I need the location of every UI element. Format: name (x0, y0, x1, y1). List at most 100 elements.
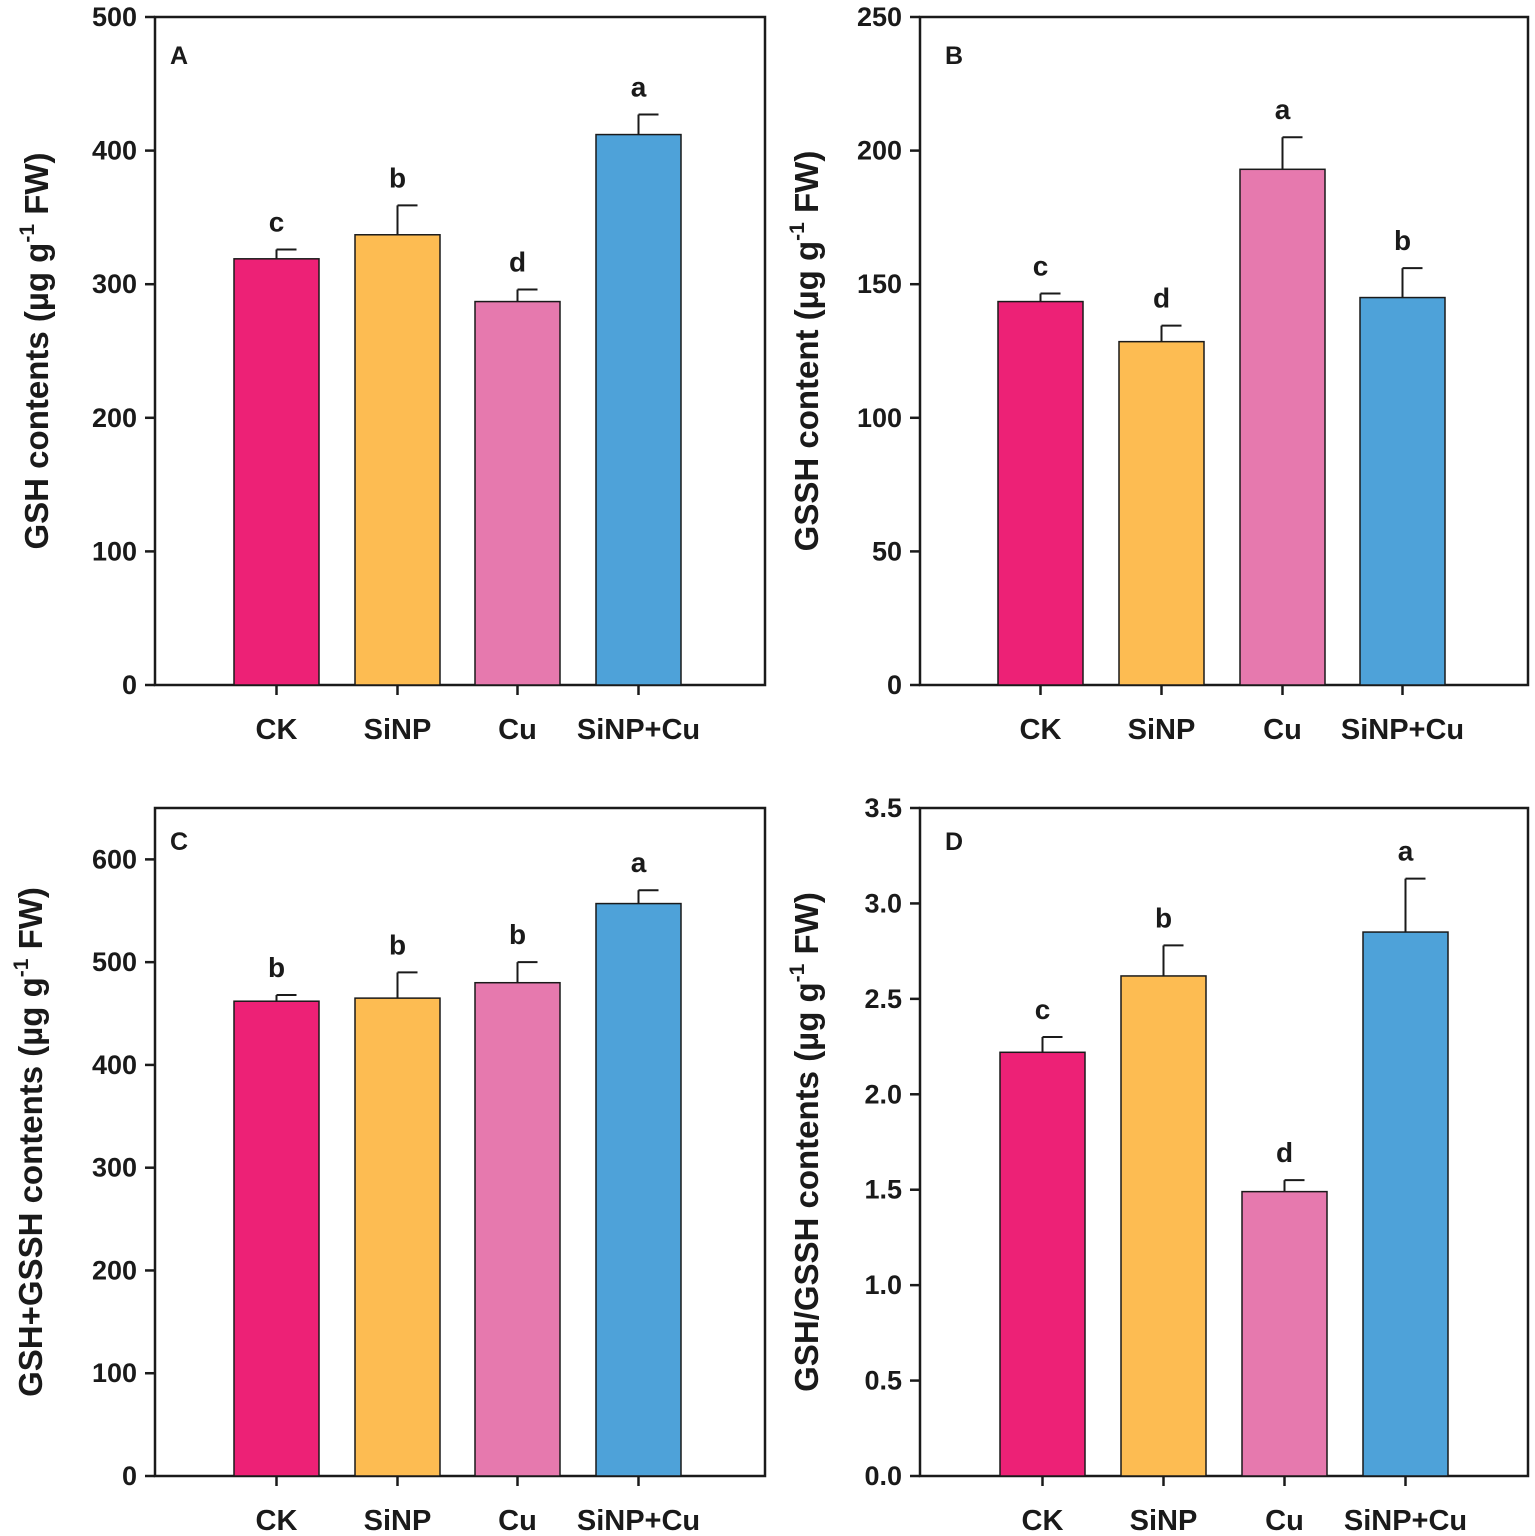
y-tick-label: 0 (122, 1461, 137, 1491)
significance-letter: d (1276, 1137, 1293, 1168)
y-axis-title: GSH+GSSH contents (µg g-1 FW) (10, 887, 49, 1397)
significance-letter: b (1394, 225, 1411, 256)
x-tick-label: Cu (498, 714, 537, 746)
y-tick-label: 200 (857, 136, 902, 166)
x-tick-label: CK (256, 714, 298, 746)
significance-letter: b (389, 929, 406, 960)
y-tick-label: 600 (92, 844, 137, 874)
y-axis-title-tail: FW) (12, 887, 49, 958)
significance-letter: a (631, 847, 647, 878)
x-tick-label: SiNP (1130, 1505, 1198, 1536)
bar-ck (997, 300, 1084, 686)
y-tick-label: 200 (92, 1255, 137, 1285)
significance-letter: c (1033, 251, 1049, 282)
y-tick-label: 300 (92, 269, 137, 299)
x-tick-label: SiNP (364, 714, 432, 746)
x-tick-label: SiNP (1128, 714, 1196, 746)
x-tick-label: CK (1020, 714, 1062, 746)
panel-label: B (945, 42, 963, 70)
significance-letter: d (1153, 283, 1170, 314)
y-tick-label: 500 (92, 2, 137, 32)
y-tick-label: 1.5 (864, 1175, 902, 1205)
bar-sinp (354, 997, 441, 1477)
x-tick-label: CK (256, 1505, 298, 1536)
significance-letter: b (268, 952, 285, 983)
y-axis-title-superscript: -1 (16, 224, 39, 243)
plot-frame (918, 15, 1530, 687)
panel-a: 0 100 200 300 400 500 CK c SiNP b Cu d SiNP+Cu a A GSH … (16, 2, 767, 746)
x-tick-label: SiNP (364, 1505, 432, 1536)
y-axis-title: GSSH content (µg g-1 FW) (786, 151, 825, 552)
bar-sinp-plus-cu (1362, 931, 1449, 1477)
y-axis-title-superscript: -1 (786, 963, 809, 982)
y-axis-title: GSH/GSSH contents (µg g-1 FW) (786, 892, 825, 1392)
y-tick-label: 0 (887, 670, 902, 700)
y-axis-title-main: GSH+GSSH contents (µg g (12, 977, 49, 1397)
bar-cu (1241, 1190, 1328, 1477)
bar-cu (1239, 168, 1326, 686)
significance-letter: b (1155, 902, 1172, 933)
x-tick-label: SiNP+Cu (1344, 1505, 1467, 1536)
bar-sinp-plus-cu (595, 902, 682, 1477)
y-tick-label: 3.5 (864, 793, 902, 823)
bar-sinp (1118, 340, 1205, 686)
bar-ck (999, 1051, 1086, 1477)
y-tick-label: 100 (92, 1358, 137, 1388)
y-tick-label: 100 (857, 403, 902, 433)
panel-b: 0 50 100 150 200 250 CK c SiNP d Cu a SiNP+Cu b B GSSH … (786, 2, 1530, 746)
significance-letter: c (269, 206, 285, 237)
y-tick-label: 0 (122, 670, 137, 700)
y-axis-title-tail: FW) (788, 151, 825, 222)
plot-frame (153, 15, 767, 687)
x-tick-label: SiNP+Cu (577, 714, 700, 746)
x-tick-label: Cu (1263, 714, 1302, 746)
y-tick-label: 150 (857, 269, 902, 299)
bar-sinp-plus-cu (1359, 296, 1446, 686)
plot-frame (918, 806, 1530, 1478)
y-tick-label: 300 (92, 1153, 137, 1183)
y-tick-label: 1.0 (864, 1270, 902, 1300)
y-axis-title-superscript: -1 (786, 222, 809, 241)
y-tick-label: 200 (92, 403, 137, 433)
x-tick-label: Cu (1265, 1505, 1304, 1536)
y-axis-title-main: GSH contents (µg g (18, 243, 55, 550)
panel-label: C (170, 828, 188, 856)
y-axis-title-tail: FW) (18, 152, 55, 223)
x-tick-label: SiNP+Cu (1341, 714, 1464, 746)
plot-frame (153, 806, 767, 1478)
panel-d: 0.0 0.5 1.0 1.5 2.0 2.5 3.0 3.5 CK c SiNP b Cu d SiNP+… (786, 793, 1530, 1536)
significance-letter: b (509, 919, 526, 950)
bar-ck (233, 258, 320, 686)
y-tick-label: 400 (92, 1050, 137, 1080)
x-tick-label: CK (1022, 1505, 1064, 1536)
y-tick-label: 3.0 (864, 888, 902, 918)
y-tick-label: 500 (92, 947, 137, 977)
bar-sinp (354, 234, 441, 686)
panel-c: 0 100 200 300 400 500 600 CK b SiNP b Cu b SiNP+Cu a C G… (10, 806, 767, 1536)
significance-letter: a (1275, 94, 1291, 125)
significance-letter: c (1035, 994, 1051, 1025)
y-tick-label: 400 (92, 136, 137, 166)
significance-letter: a (1398, 836, 1414, 867)
significance-letter: d (509, 247, 526, 278)
bar-sinp-plus-cu (595, 133, 682, 686)
y-tick-label: 250 (857, 2, 902, 32)
bar-cu (474, 981, 561, 1477)
bar-ck (233, 1000, 320, 1477)
y-axis-title-superscript: -1 (10, 958, 33, 977)
bar-sinp (1120, 975, 1207, 1477)
y-axis-title-tail: FW) (788, 892, 825, 963)
y-tick-label: 0.0 (864, 1461, 902, 1491)
significance-letter: b (389, 162, 406, 193)
y-axis-title-main: GSSH content (µg g (788, 241, 825, 552)
y-tick-label: 50 (872, 536, 902, 566)
panel-label: A (170, 42, 188, 70)
y-tick-label: 2.5 (864, 984, 902, 1014)
x-tick-label: Cu (498, 1505, 537, 1536)
y-tick-label: 0.5 (864, 1366, 902, 1396)
significance-letter: a (631, 72, 647, 103)
y-tick-label: 2.0 (864, 1079, 902, 1109)
bar-cu (474, 300, 561, 686)
panel-label: D (945, 828, 963, 856)
